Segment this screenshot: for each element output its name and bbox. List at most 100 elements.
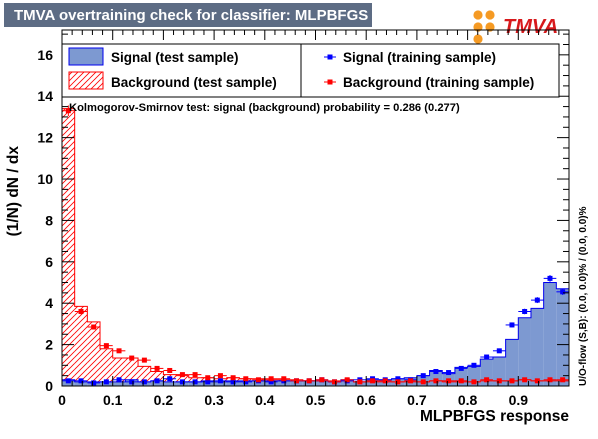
background-train-point	[103, 343, 109, 349]
signal-train-point	[230, 379, 236, 385]
background-train-point	[268, 376, 274, 382]
background-train-point	[129, 355, 135, 361]
background-train-point	[179, 372, 185, 378]
signal-train-point	[192, 379, 198, 385]
signal-test-bar	[302, 380, 316, 386]
background-train-point	[319, 377, 325, 383]
y-tick-label: 6	[45, 254, 53, 270]
x-axis-label: MLPBFGS response	[420, 408, 569, 425]
signal-train-point	[484, 354, 490, 360]
background-train-point	[293, 378, 299, 384]
signal-test-bar	[277, 380, 291, 386]
background-train-point	[205, 375, 211, 381]
signal-train-point	[103, 379, 109, 385]
background-train-point	[395, 379, 401, 385]
signal-train-point	[509, 322, 515, 328]
background-train-point	[243, 376, 249, 382]
signal-test-bar	[518, 317, 531, 386]
x-tick-label: 0.3	[204, 392, 224, 408]
background-train-point	[433, 378, 439, 384]
signal-test-bar	[543, 282, 557, 386]
legend-swatch-background-test	[68, 71, 104, 90]
x-tick-label: 0	[58, 392, 66, 408]
x-tick-label: 0.9	[509, 392, 529, 408]
signal-train-point	[420, 373, 426, 379]
x-tick-label: 0.1	[103, 392, 123, 408]
background-train-point	[534, 378, 540, 384]
background-train-point	[91, 324, 97, 330]
signal-train-point	[154, 378, 160, 384]
background-train-point	[484, 377, 490, 383]
x-tick-label: 0.2	[154, 392, 174, 408]
logo-dot	[473, 10, 483, 20]
logo-dot	[473, 22, 483, 32]
y-tick-label: 2	[45, 337, 53, 353]
signal-test-bar	[467, 366, 481, 386]
background-train-point	[458, 378, 464, 384]
signal-test-bar	[454, 367, 468, 386]
background-train-point	[154, 365, 160, 371]
signal-train-point	[534, 297, 540, 303]
signal-test-bar	[112, 381, 126, 386]
y-axis-label: (1/N) dN / dx	[5, 146, 22, 237]
logo-dot	[485, 10, 495, 20]
background-test-bar	[74, 306, 88, 386]
y-tick-label: 14	[37, 88, 53, 104]
y-tick-label: 0	[45, 378, 53, 394]
signal-train-point	[179, 379, 185, 385]
legend-box-right	[300, 43, 560, 98]
logo-dot	[485, 22, 495, 32]
background-train-point	[509, 378, 515, 384]
background-train-point	[217, 373, 223, 379]
background-train-point	[344, 377, 350, 383]
signal-train-point	[116, 377, 122, 383]
signal-test-bar	[74, 381, 88, 386]
signal-train-point	[458, 365, 464, 371]
y-tick-label: 4	[45, 295, 53, 311]
background-train-point	[141, 357, 147, 363]
background-train-point	[281, 376, 287, 382]
legend: Signal (test sample) Background (test sa…	[61, 43, 560, 98]
legend-label-background-train: Background (training sample)	[343, 75, 534, 90]
x-tick-label: 0.4	[255, 392, 275, 408]
background-train-point	[357, 379, 363, 385]
signal-train-point	[433, 369, 439, 375]
signal-train-point	[129, 379, 135, 385]
background-train-point	[408, 378, 414, 384]
signal-train-point	[65, 378, 71, 384]
background-test-bar	[62, 108, 75, 387]
signal-train-point	[395, 376, 401, 382]
background-train-point	[255, 377, 261, 383]
background-train-point	[522, 377, 528, 383]
background-train-point	[78, 308, 84, 314]
signal-train-point	[243, 379, 249, 385]
legend-swatch-signal-test	[68, 47, 104, 66]
background-test-bar	[138, 366, 151, 386]
x-tick-label: 0.5	[306, 392, 326, 408]
signal-train-point	[547, 275, 553, 281]
signal-test-bar	[530, 308, 544, 386]
x-tick-label: 0.6	[356, 392, 376, 408]
signal-train-point	[167, 376, 173, 382]
signal-train-point	[217, 378, 223, 384]
background-train-point	[547, 377, 553, 383]
y-tick-label: 12	[37, 130, 53, 146]
logo-dot	[473, 34, 483, 44]
signal-train-point	[471, 362, 477, 368]
signal-train-point	[78, 378, 84, 384]
signal-train-point	[141, 379, 147, 385]
signal-test-bar	[163, 381, 177, 386]
background-train-point	[496, 378, 502, 384]
background-train-point	[420, 379, 426, 385]
signal-test-bar	[290, 380, 303, 386]
y-tick-label: 8	[45, 212, 53, 228]
background-train-point	[332, 379, 338, 385]
signal-test-bar	[214, 381, 227, 386]
signal-test-bar	[556, 288, 569, 386]
background-train-point	[65, 108, 71, 114]
signal-test-bar	[505, 339, 519, 386]
tmva-logo: TMVA	[473, 10, 558, 44]
x-tick-label: 0.7	[407, 392, 427, 408]
background-train-point	[230, 375, 236, 381]
x-tick-label: 0.8	[458, 392, 478, 408]
